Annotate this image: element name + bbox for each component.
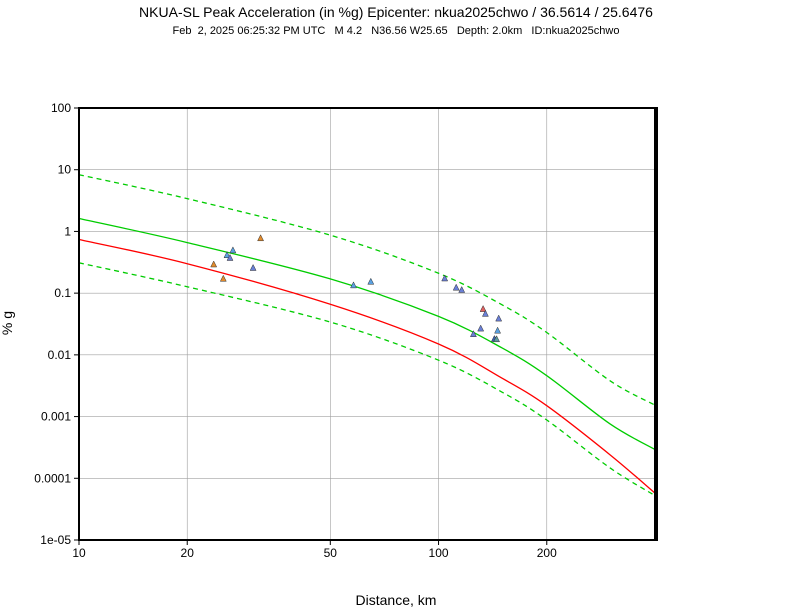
bound-curve: [78, 262, 656, 497]
station-triangle: [495, 314, 503, 322]
station-triangle: [494, 326, 502, 334]
station-triangle: [210, 260, 218, 268]
y-tick-label: 1e-05: [40, 533, 71, 547]
y-tick-label: 0.0001: [34, 471, 71, 485]
bound-curve: [78, 174, 656, 406]
station-triangle: [257, 234, 265, 242]
station-triangle: [458, 285, 466, 293]
x-tick-label: 20: [181, 546, 195, 560]
x-axis-label: Distance, km: [356, 592, 437, 608]
chart-title: NKUA-SL Peak Acceleration (in %g) Epicen…: [139, 4, 653, 20]
y-tick-label: 10: [58, 163, 72, 177]
y-tick-label: 0.001: [41, 410, 71, 424]
axes-box: [78, 107, 656, 541]
station-triangle: [479, 305, 487, 312]
y-axis-label: % g: [0, 311, 15, 335]
x-tick-label: 10: [72, 546, 86, 560]
x-tick-label: 100: [429, 546, 449, 560]
y-tick-label: 100: [51, 101, 71, 115]
station-triangle: [350, 281, 357, 289]
chart-subtitle: Feb 2, 2025 06:25:32 PM UTC M 4.2 N36.56…: [172, 25, 620, 37]
station-triangle: [367, 277, 375, 285]
x-tick-label: 200: [537, 546, 557, 560]
station-points: [210, 234, 503, 343]
y-tick-label: 0.1: [54, 286, 71, 300]
station-triangle: [226, 253, 234, 261]
median-curve: [78, 238, 656, 494]
x-tick-label: 50: [324, 546, 338, 560]
station-triangle: [493, 335, 501, 343]
station-triangle: [223, 251, 231, 258]
plot-frame: [78, 107, 658, 541]
attenuation-curves: [78, 174, 656, 497]
station-triangle: [219, 274, 227, 282]
median-curve: [78, 217, 656, 451]
grid-lines: [78, 107, 655, 541]
station-triangle: [469, 330, 477, 337]
station-triangle: [249, 263, 257, 271]
y-tick-label: 0.01: [48, 348, 72, 362]
tick-labels: 10 20 50 100 200 100 10 1 0.1 0.01 0.001 0.0001 1e-0…: [34, 101, 557, 560]
station-triangle: [477, 324, 485, 332]
station-triangle: [229, 246, 237, 254]
y-tick-label: 1: [64, 224, 71, 238]
station-triangle: [452, 283, 460, 291]
station-triangle: [441, 274, 449, 282]
station-triangle: [481, 309, 489, 317]
